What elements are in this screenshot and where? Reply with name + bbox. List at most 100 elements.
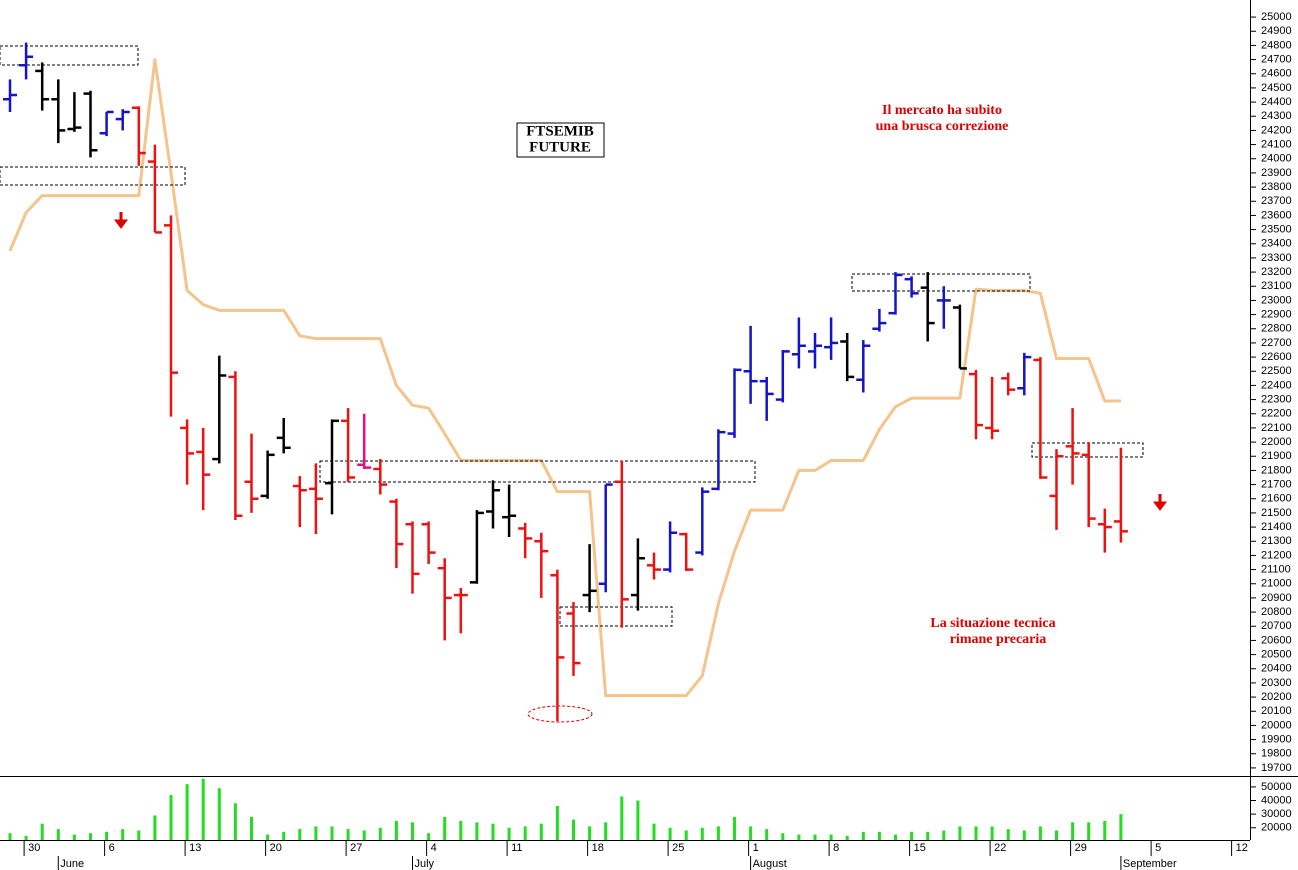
volume-bar [716, 826, 720, 840]
volume-bar [185, 784, 189, 840]
volume-bar [620, 796, 624, 840]
volume-bar [169, 795, 173, 840]
x-tick-label: 18 [592, 842, 604, 854]
y-tick-label: 24900 [1261, 25, 1292, 37]
volume-bar [555, 805, 559, 840]
volume-bar [72, 834, 76, 840]
volume-bar [266, 834, 270, 840]
y-tick-label: 24000 [1261, 153, 1292, 165]
x-tick-label: 12 [1236, 842, 1248, 854]
y-tick-label: 23200 [1261, 266, 1292, 278]
volume-bar [282, 831, 286, 840]
volume-bar [813, 834, 817, 840]
x-tick-label: 25 [672, 842, 684, 854]
y-tick-label: 19700 [1261, 762, 1292, 774]
y-tick-label: 20800 [1261, 606, 1292, 618]
volume-bar [765, 829, 769, 840]
volume-bar [781, 833, 785, 840]
volume-bar [523, 826, 527, 840]
volume-bar [233, 803, 237, 840]
y-tick-label: 22400 [1261, 379, 1292, 391]
y-tick-label: 20900 [1261, 592, 1292, 604]
title-box [516, 122, 605, 158]
x-tick-label: 30 [28, 842, 40, 854]
volume-bar [910, 831, 914, 840]
volume-bar [1006, 829, 1010, 840]
y-tick-label: 24700 [1261, 53, 1292, 65]
y-tick-label: 24500 [1261, 82, 1292, 94]
y-tick-label: 21200 [1261, 549, 1292, 561]
volume-bar [121, 829, 125, 840]
volume-bar [942, 830, 946, 840]
volume-bar [861, 831, 865, 840]
volume-bar [475, 822, 479, 840]
x-tick-label: 22 [994, 842, 1006, 854]
volume-bar [894, 834, 897, 840]
volume-bar [845, 835, 849, 840]
down-arrows [114, 212, 1167, 511]
y-tick-label: 22800 [1261, 323, 1292, 335]
volume-bar [636, 800, 640, 840]
volume-bar [1055, 830, 1058, 840]
annotation: Il mercato ha subito [882, 103, 1002, 118]
volume-bar [137, 830, 141, 840]
volume-bar [411, 822, 414, 840]
x-tick-label: 15 [914, 842, 926, 854]
y-tick-label: 21100 [1261, 563, 1291, 575]
volume-bar [443, 816, 447, 840]
y-tick-label: 21300 [1261, 535, 1292, 547]
y-tick-label: 22300 [1261, 393, 1292, 405]
volume-bar [974, 826, 978, 840]
y-tick-label: 20100 [1261, 705, 1292, 717]
volume-bar [1022, 830, 1026, 840]
volume-bar [684, 830, 688, 840]
y-tick-label: 24600 [1261, 68, 1292, 80]
volume-bar [572, 819, 575, 840]
volume-bar [749, 826, 753, 840]
volume-bar [990, 826, 994, 840]
y-tick-label: 22200 [1261, 408, 1292, 420]
volume-tick-label: 50000 [1261, 781, 1292, 793]
volume-bar [877, 831, 881, 840]
y-tick-label: 24400 [1261, 96, 1292, 108]
x-tick-label: 27 [350, 842, 362, 854]
y-tick-label: 23100 [1261, 280, 1292, 292]
annotation: La situazione tecnica [930, 616, 1055, 631]
volume-bar [539, 823, 543, 840]
y-tick-label: 23500 [1261, 223, 1292, 235]
title-line: FTSEMIB [526, 123, 594, 139]
volume-bar [604, 822, 608, 840]
volume-bar [1119, 814, 1123, 840]
volume-bar [394, 820, 398, 840]
volume-bar [459, 820, 463, 840]
y-tick-label: 20500 [1261, 648, 1292, 660]
y-tick-label: 24800 [1261, 39, 1292, 51]
volume-bar [250, 816, 253, 840]
volume-bar [588, 826, 592, 840]
y-tick-label: 23600 [1261, 209, 1292, 221]
y-tick-label: 21000 [1261, 578, 1292, 590]
month-label: August [753, 858, 787, 870]
volume-tick-label: 30000 [1261, 808, 1292, 820]
x-tick-label: 6 [109, 842, 115, 854]
y-tick-label: 20400 [1261, 663, 1292, 675]
frame [0, 0, 1298, 841]
y-tick-label: 21900 [1261, 450, 1292, 462]
month-label: September [1123, 858, 1177, 870]
volume-bar [668, 827, 672, 840]
y-tick-label: 23900 [1261, 167, 1292, 179]
x-tick-label: 5 [1155, 842, 1161, 854]
y-tick-label: 23000 [1261, 294, 1292, 306]
volume-tick-label: 20000 [1261, 822, 1292, 834]
y-tick-label: 24100 [1261, 138, 1292, 150]
y-tick-label: 21400 [1261, 521, 1292, 533]
x-tick-label: 11 [511, 842, 522, 854]
volume-bar [362, 830, 366, 840]
dashed-boxes [0, 45, 1144, 627]
y-tick-label: 20700 [1261, 620, 1292, 632]
y-tick-label: 21500 [1261, 507, 1292, 519]
y-tick-label: 21700 [1261, 478, 1292, 490]
volume-bar [491, 823, 495, 840]
volume-tick-label: 40000 [1261, 794, 1292, 806]
